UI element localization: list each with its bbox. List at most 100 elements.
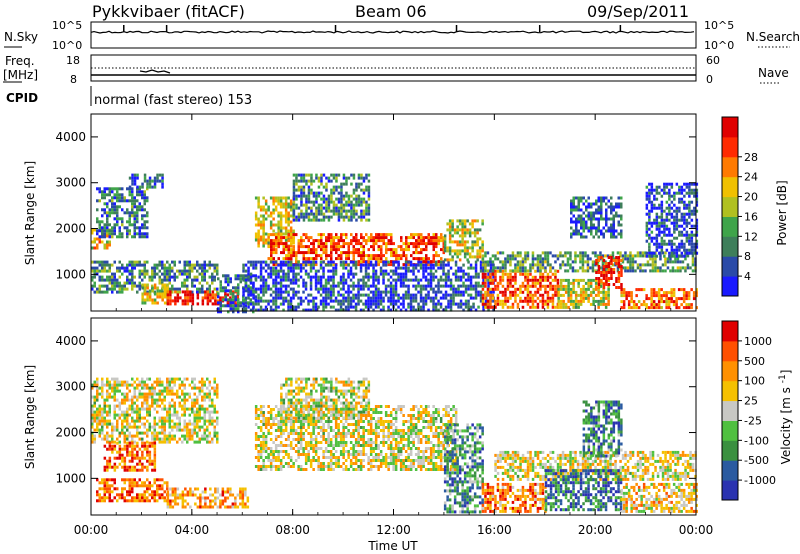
heatmap-cell — [448, 237, 452, 241]
heatmap-cell — [272, 196, 275, 200]
heatmap-cell — [671, 269, 675, 273]
colorbar-tick-label: 8 — [744, 250, 751, 263]
heatmap-cell — [360, 197, 363, 201]
heatmap-cell — [452, 302, 455, 306]
heatmap-cell — [297, 302, 300, 306]
heatmap-cell — [559, 266, 562, 270]
heatmap-cell — [536, 305, 540, 309]
heatmap-cell — [224, 286, 227, 290]
heatmap-cell — [156, 289, 159, 293]
heatmap-cell — [289, 199, 293, 203]
heatmap-cell — [434, 269, 438, 273]
heatmap-cell — [148, 413, 151, 417]
heatmap-cell — [392, 296, 395, 300]
heatmap-cell — [244, 304, 247, 308]
heatmap-cell — [419, 296, 423, 300]
heatmap-cell — [345, 263, 348, 267]
heatmap-cell — [692, 291, 696, 295]
heatmap-cell — [486, 275, 490, 279]
heatmap-cell — [650, 230, 654, 234]
heatmap-cell — [481, 249, 484, 253]
heatmap-cell — [96, 389, 99, 393]
heatmap-cell — [337, 302, 340, 306]
heatmap-cell — [332, 242, 335, 246]
heatmap-cell — [506, 272, 510, 276]
heatmap-cell — [337, 236, 340, 240]
heatmap-cell — [186, 299, 190, 303]
heatmap-cell — [357, 176, 361, 180]
heatmap-cell — [449, 284, 453, 288]
heatmap-cell — [539, 284, 542, 288]
heatmap-cell — [536, 281, 540, 285]
heatmap-cell — [440, 233, 443, 237]
heatmap-cell — [621, 266, 625, 270]
heatmap-cell — [447, 278, 450, 282]
heatmap-cell — [360, 245, 363, 249]
heatmap-cell — [499, 281, 502, 285]
heatmap-cell — [592, 211, 595, 215]
heatmap-cell — [572, 232, 575, 236]
heatmap-cell — [329, 290, 333, 294]
heatmap-cell — [575, 205, 578, 209]
heatmap-cell — [126, 220, 129, 224]
heatmap-cell — [146, 298, 149, 302]
heatmap-cell — [570, 217, 573, 221]
heatmap-cell — [662, 294, 666, 298]
heatmap-cell — [282, 260, 285, 264]
heatmap-cell — [317, 206, 321, 210]
heatmap-cell — [484, 260, 488, 264]
heatmap-cell — [419, 290, 423, 294]
heatmap-cell — [672, 303, 676, 307]
heatmap-cell — [569, 257, 572, 261]
heatmap-cell — [367, 278, 370, 282]
heatmap-cell — [392, 293, 395, 297]
heatmap-cell — [168, 287, 171, 291]
heatmap-cell — [417, 290, 420, 294]
heatmap-cell — [315, 176, 318, 180]
heatmap-cell — [620, 205, 623, 209]
heatmap-cell — [688, 239, 691, 243]
heatmap-cell — [136, 386, 139, 390]
heatmap-cell — [494, 287, 497, 291]
heatmap-cell — [151, 284, 154, 288]
heatmap-cell — [688, 206, 691, 210]
heatmap-cell — [695, 218, 699, 222]
heatmap-cell — [315, 194, 318, 198]
heatmap-cell — [453, 231, 457, 235]
heatmap-cell — [576, 254, 580, 258]
heatmap-cell — [277, 229, 280, 233]
heatmap-cell — [292, 185, 296, 189]
heatmap-cell — [111, 281, 114, 285]
heatmap-cell — [335, 176, 338, 180]
heatmap-cell — [247, 260, 250, 264]
heatmap-cell — [648, 197, 651, 201]
heatmap-cell — [310, 251, 313, 255]
heatmap-cell — [499, 290, 502, 294]
heatmap-cell — [690, 191, 694, 195]
heatmap-cell — [131, 187, 134, 191]
heatmap-cell — [279, 202, 283, 206]
heatmap-cell — [602, 299, 605, 303]
heatmap-cell — [412, 272, 415, 276]
heatmap-cell — [96, 237, 99, 241]
heatmap-cell — [690, 218, 694, 222]
heatmap-cell — [668, 212, 671, 216]
heatmap-cell — [136, 260, 139, 264]
heatmap-cell — [489, 275, 492, 279]
heatmap-cell — [362, 251, 365, 255]
heatmap-cell — [181, 284, 184, 288]
heatmap-cell — [138, 380, 141, 384]
heatmap-cell — [382, 290, 385, 294]
heatmap-cell — [692, 297, 696, 301]
heatmap-cell — [322, 296, 325, 300]
heatmap-cell — [111, 290, 114, 294]
heatmap-cell — [193, 266, 196, 270]
heatmap-cell — [136, 185, 139, 189]
heatmap-cell — [269, 305, 273, 309]
heatmap-cell — [564, 251, 567, 255]
heatmap-cell — [617, 214, 620, 218]
heatmap-cell — [259, 223, 263, 227]
heatmap-cell — [219, 299, 222, 303]
heatmap-cell — [412, 305, 415, 309]
heatmap-cell — [582, 217, 585, 221]
